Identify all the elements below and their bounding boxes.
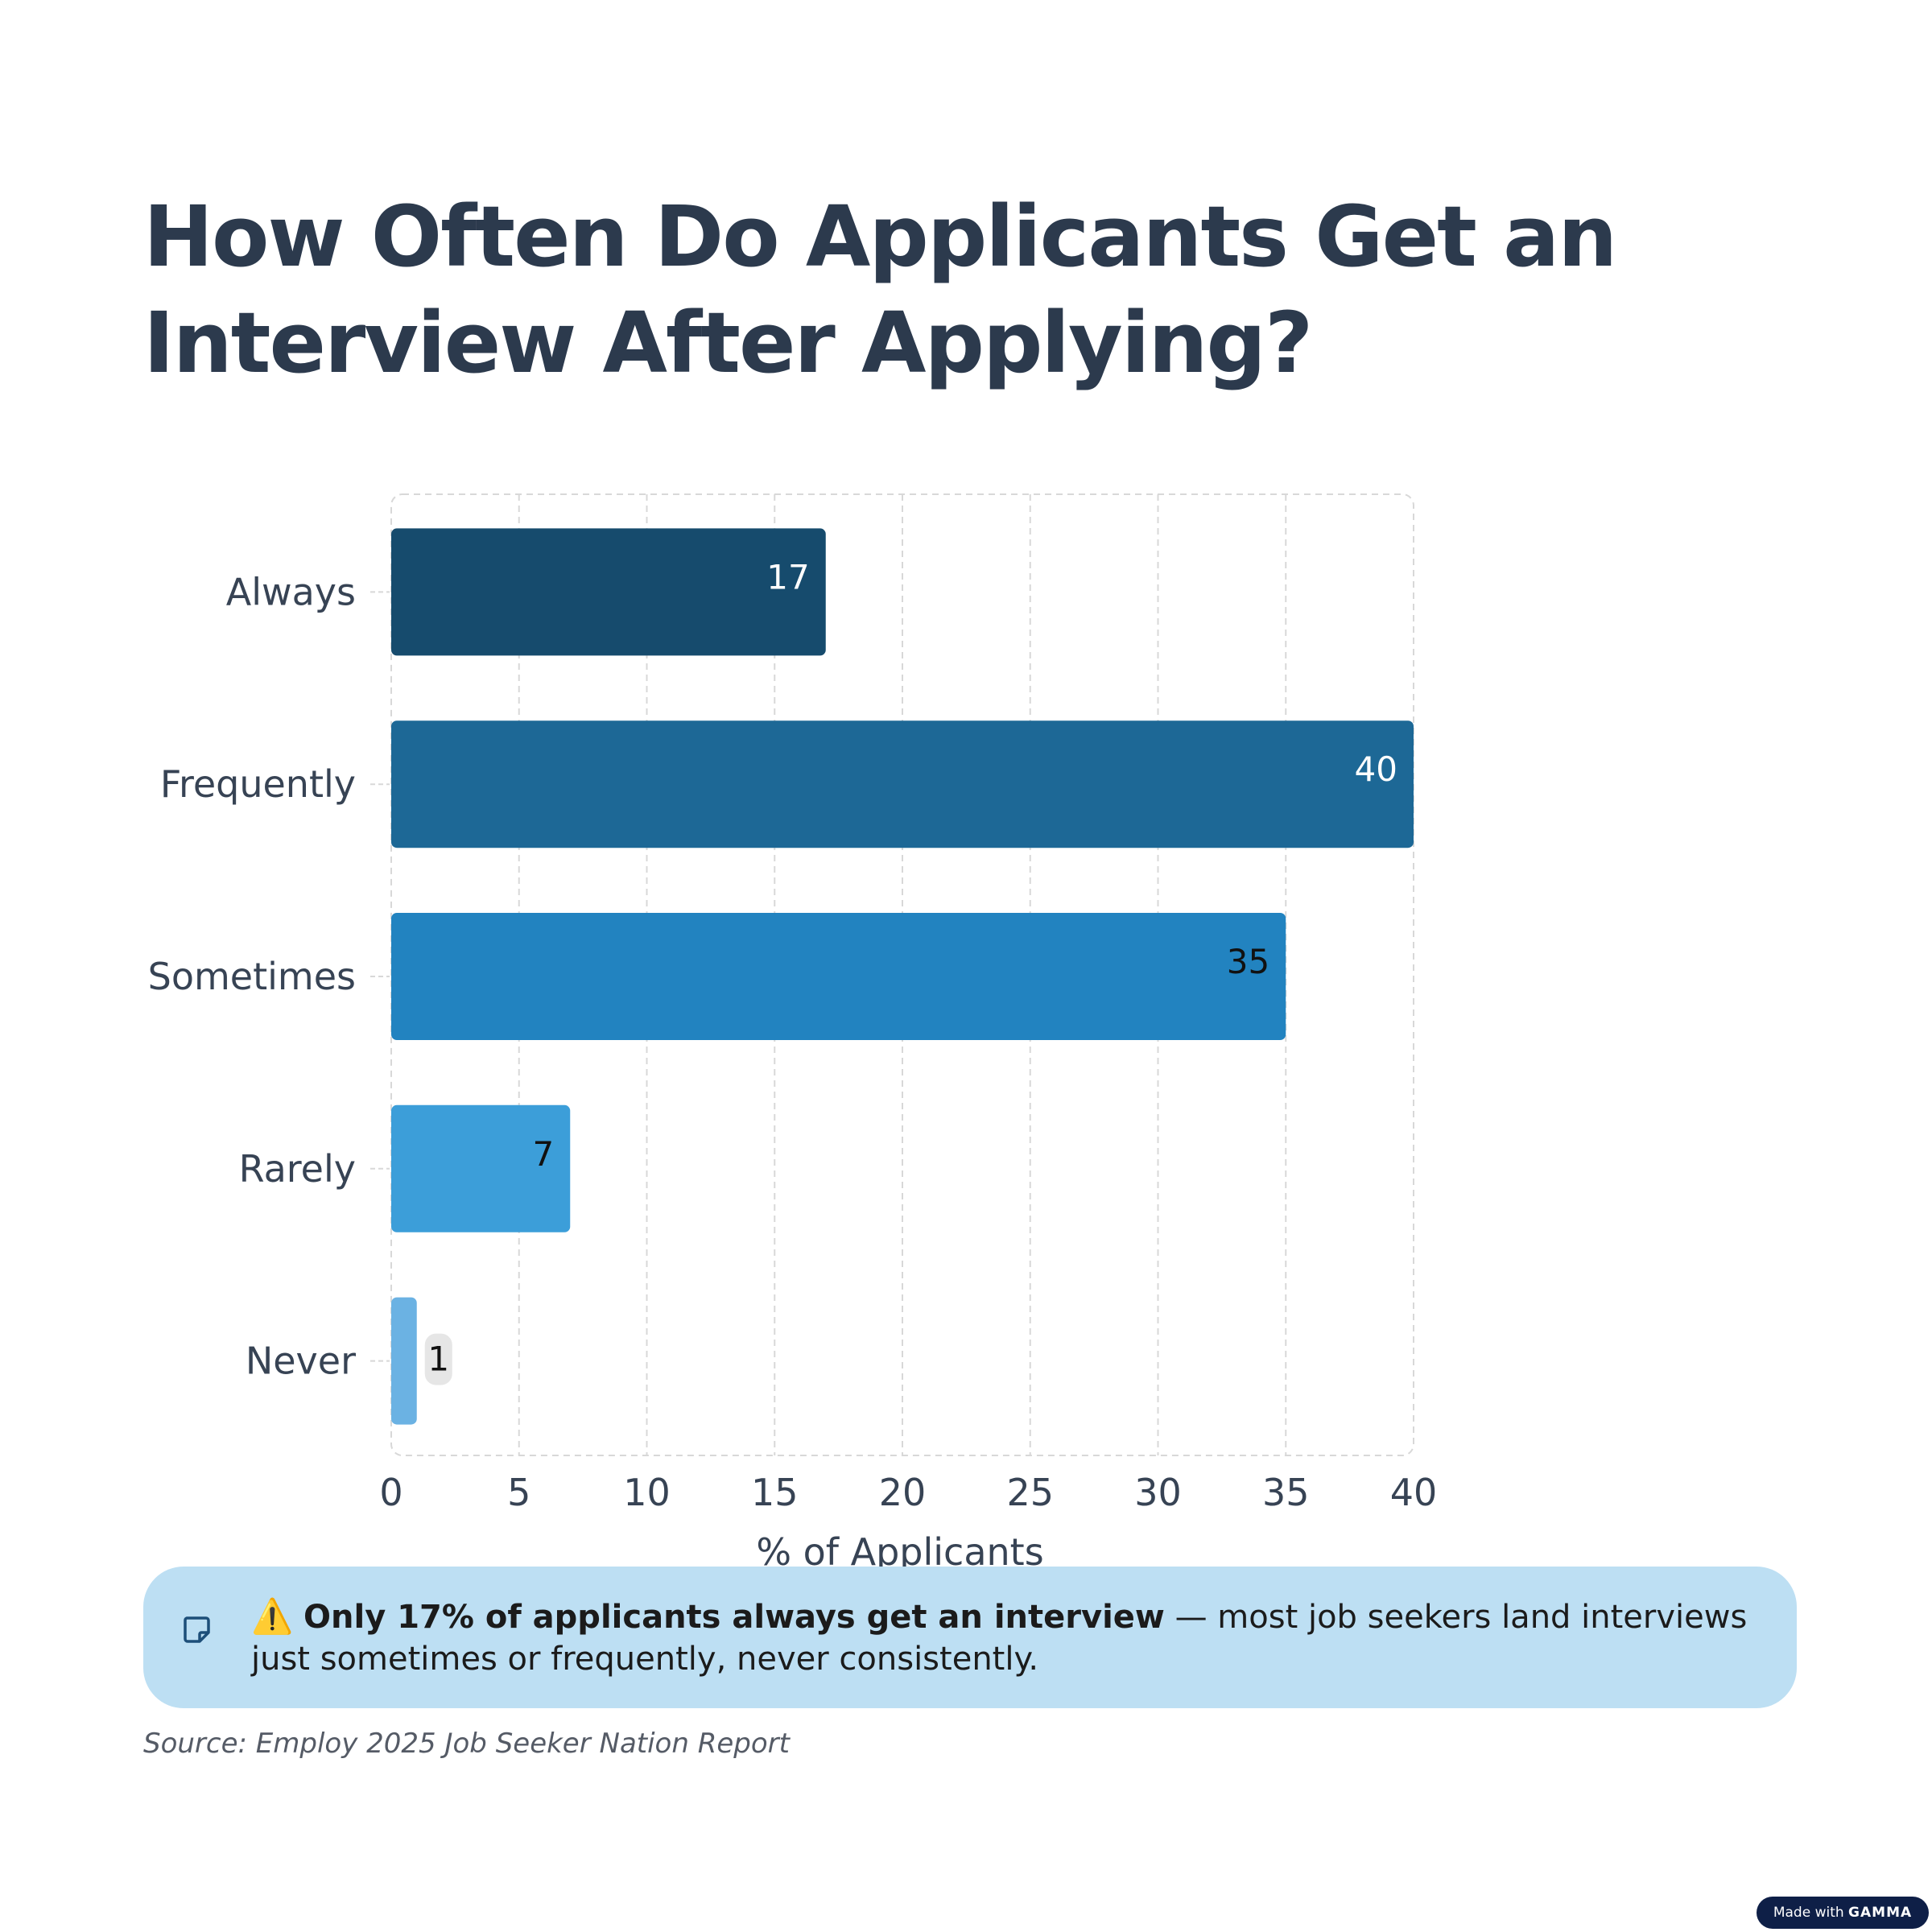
bar-value-pill — [424, 1333, 452, 1385]
x-tick-label: 25 — [1006, 1471, 1054, 1514]
page-title: How Often Do Applicants Get an Interview… — [143, 188, 1617, 392]
x-tick-label: 35 — [1262, 1471, 1310, 1514]
made-with-gamma-badge[interactable]: Made with GAMMA — [1757, 1897, 1929, 1929]
bar-value-label: 35 — [1227, 942, 1269, 981]
category-label: Sometimes — [148, 955, 356, 998]
x-tick-label: 30 — [1134, 1471, 1182, 1514]
category-label: Never — [246, 1340, 356, 1383]
x-tick-label: 10 — [623, 1471, 671, 1514]
x-tick-label: 20 — [879, 1471, 927, 1514]
callout-highlight: Only 17% of applicants always get an int… — [303, 1599, 1165, 1636]
bar — [391, 1297, 417, 1425]
source-note: Source: Employ 2025 Job Seeker Nation Re… — [143, 1728, 790, 1760]
bar — [391, 528, 826, 656]
category-label: Rarely — [239, 1147, 356, 1191]
bar — [391, 720, 1414, 848]
warning-icon: ⚠️ — [251, 1596, 294, 1636]
bar — [391, 913, 1286, 1040]
callout-body: — most job seekers land interviews just … — [251, 1599, 1748, 1678]
bar-value-label: 40 — [1355, 749, 1397, 789]
x-tick-label: 0 — [379, 1471, 402, 1514]
bar — [391, 1104, 571, 1232]
note-icon — [184, 1616, 210, 1643]
category-label: Always — [226, 570, 356, 613]
callout-text: ⚠️ Only 17% of applicants always get an … — [251, 1596, 1765, 1680]
bar-value-label: 17 — [766, 557, 809, 597]
category-label: Frequently — [160, 762, 356, 806]
x-tick-label: 15 — [751, 1471, 799, 1514]
gamma-logo: GAMMA — [1848, 1905, 1913, 1921]
badge-prefix: Made with — [1773, 1905, 1849, 1921]
insight-callout: ⚠️ Only 17% of applicants always get an … — [143, 1567, 1797, 1708]
x-tick-label: 40 — [1390, 1471, 1438, 1514]
x-tick-label: 5 — [507, 1471, 530, 1514]
bar-value-label: 1 — [427, 1340, 449, 1379]
bar-value-label: 7 — [533, 1134, 555, 1174]
